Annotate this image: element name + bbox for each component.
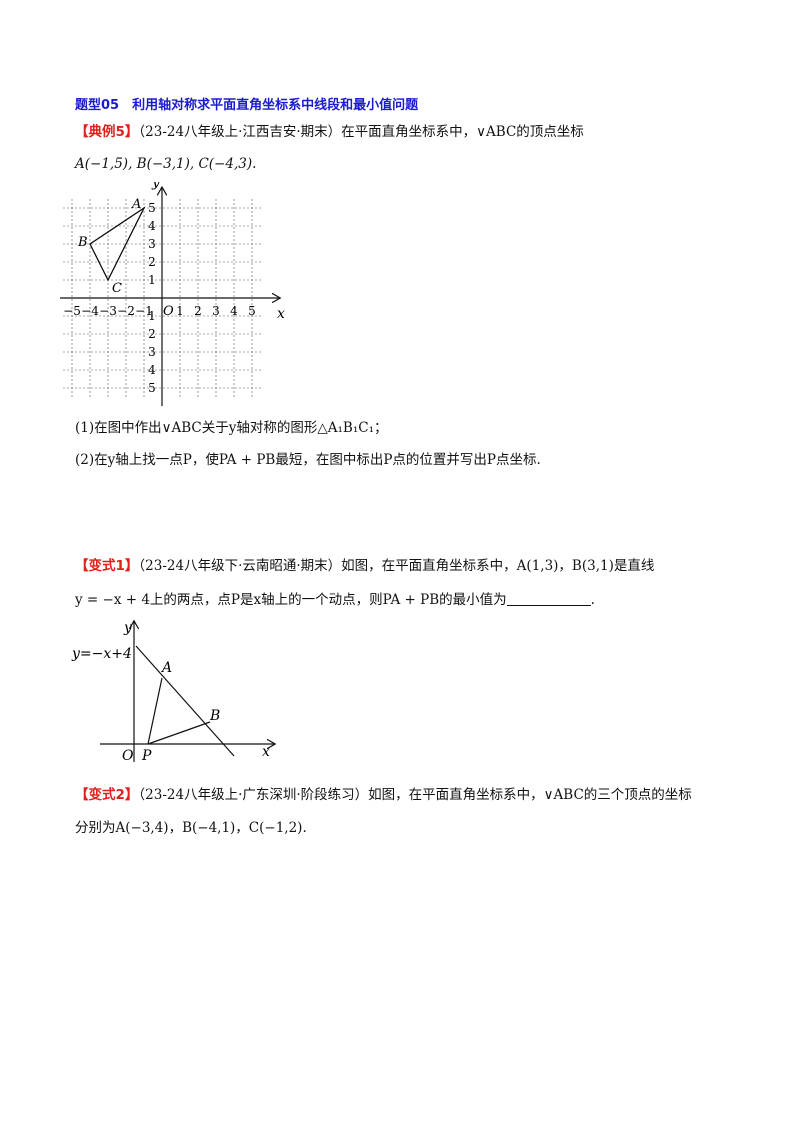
variant-source: （23-24八年级上·广东深圳·阶段练习）: [138, 787, 369, 803]
origin-label: O: [122, 748, 134, 764]
segment-pa: [147, 677, 163, 745]
variant-text: 如图，在平面直角坐标系中，A(1,3)，B(3,1)是直线: [341, 558, 655, 574]
example-tag: 【典例5】: [75, 124, 139, 140]
variant-1-period: .: [590, 592, 595, 608]
x-tick-label: −4: [81, 304, 99, 318]
example-text: 在平面直角坐标系中，∨ABC的顶点坐标: [341, 124, 584, 140]
point-c-label: C: [112, 281, 122, 296]
x-tick-label: 4: [230, 304, 238, 318]
x-tick-label: 2: [194, 304, 202, 318]
example-5-line-1: 【典例5】（23-24八年级上·江西吉安·期末）在平面直角坐标系中，∨ABC的顶…: [75, 122, 584, 142]
x-tick-label: −1: [135, 304, 153, 318]
example-source: （23-24八年级上·江西吉安·期末）: [138, 124, 342, 140]
segment-pb: [147, 721, 211, 745]
answer-blank[interactable]: [506, 591, 591, 606]
x-tick-label: −5: [63, 304, 81, 318]
variant-tag: 【变式1】: [75, 558, 139, 574]
x-axis-label: x: [277, 306, 285, 322]
example-5-question-1: (1)在图中作出∨ABC关于y轴对称的图形△A₁B₁C₁；: [75, 420, 388, 436]
line-label: y=−x+4: [71, 646, 132, 662]
y-tick-label: 5: [148, 201, 156, 215]
variant-tag: 【变式2】: [75, 787, 139, 803]
x-tick-label: −3: [99, 304, 117, 318]
y-tick-label: 5: [148, 381, 156, 395]
y-tick-label: 3: [148, 345, 156, 359]
y-tick-label: 1: [148, 309, 156, 323]
y-tick-label: 2: [148, 255, 156, 269]
point-b-label: B: [209, 708, 220, 724]
point-p-label: P: [141, 748, 152, 764]
y-tick-label: 3: [148, 237, 156, 251]
x-tick-label: 1: [176, 304, 184, 318]
example-5-line-2: A(−1,5), B(−3,1), C(−4,3).: [75, 156, 257, 172]
y-axis-label: y: [151, 182, 161, 190]
example-5-question-2: (2)在y轴上找一点P，使PA + PB最短，在图中标出P点的位置并写出P点坐标…: [75, 452, 541, 468]
x-axis-label: x: [262, 744, 270, 760]
point-b-label: B: [77, 235, 88, 250]
variant-source: （23-24八年级下·云南昭通·期末）: [138, 558, 342, 574]
variant-text: 如图，在平面直角坐标系中，∨ABC的三个顶点的坐标: [368, 787, 692, 803]
variant-2-line-2: 分别为A(−3,4)，B(−4,1)，C(−1,2).: [75, 820, 307, 836]
y-tick-label: 1: [148, 273, 156, 287]
line-figure: y=−x+4 y x O P A B: [71, 616, 288, 764]
y-axis-label: y: [123, 620, 133, 636]
x-tick-label: 3: [212, 304, 220, 318]
y-tick-label: 2: [148, 327, 156, 341]
variant-1-line-1: 【变式1】（23-24八年级下·云南昭通·期末）如图，在平面直角坐标系中，A(1…: [75, 556, 654, 576]
x-tick-label: −2: [117, 304, 135, 318]
point-a-label: A: [131, 197, 141, 212]
point-a-label: A: [160, 660, 172, 676]
line-y-neg-x-plus-4: [135, 645, 235, 757]
variant-2-line-1: 【变式2】（23-24八年级上·广东深圳·阶段练习）如图，在平面直角坐标系中，∨…: [75, 785, 692, 805]
x-tick-label: 5: [248, 304, 256, 318]
y-tick-label: 4: [148, 219, 156, 233]
triangle-abc: [89, 206, 146, 282]
y-tick-label: 4: [148, 363, 156, 377]
variant-1-question: y = −x + 4上的两点，点P是x轴上的一个动点，则PA + PB的最小值为: [75, 592, 507, 608]
section-title: 题型05 利用轴对称求平面直角坐标系中线段和最小值问题: [75, 98, 419, 113]
variant-1-line-2: y = −x + 4上的两点，点P是x轴上的一个动点，则PA + PB的最小值为…: [75, 590, 595, 610]
origin-label: O: [163, 304, 174, 319]
